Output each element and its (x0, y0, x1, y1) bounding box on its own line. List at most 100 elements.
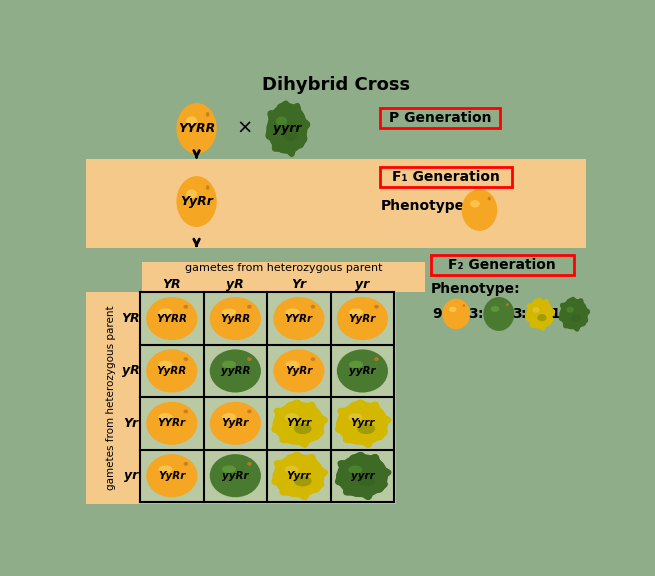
Text: yyRr: yyRr (222, 471, 249, 481)
Ellipse shape (337, 454, 388, 497)
Ellipse shape (222, 361, 236, 368)
Ellipse shape (273, 402, 324, 445)
Ellipse shape (146, 350, 197, 392)
Ellipse shape (247, 462, 252, 466)
Ellipse shape (571, 314, 581, 321)
Text: YyRR: YyRR (220, 313, 250, 324)
Text: gametes from heterozygous parent: gametes from heterozygous parent (106, 306, 117, 490)
Ellipse shape (442, 298, 470, 329)
Text: Yr: Yr (123, 417, 138, 430)
Ellipse shape (449, 306, 457, 312)
Text: YYRr: YYRr (158, 418, 186, 429)
Text: 1: 1 (550, 307, 560, 321)
Ellipse shape (159, 413, 172, 420)
Ellipse shape (286, 308, 299, 316)
Ellipse shape (222, 308, 236, 316)
Ellipse shape (358, 423, 375, 434)
Ellipse shape (273, 350, 324, 392)
Ellipse shape (222, 465, 236, 473)
Text: YYRR: YYRR (178, 122, 215, 135)
Text: F₂ Generation: F₂ Generation (449, 259, 556, 272)
Text: yyrr: yyrr (350, 471, 374, 481)
Polygon shape (272, 400, 328, 447)
Text: Dihybrid Cross: Dihybrid Cross (261, 76, 410, 94)
Text: yR: yR (122, 365, 140, 377)
Ellipse shape (337, 402, 388, 445)
Ellipse shape (206, 112, 210, 117)
Text: :: : (521, 307, 527, 321)
Ellipse shape (567, 307, 574, 313)
Ellipse shape (310, 357, 315, 361)
Text: YyRr: YyRr (348, 313, 376, 324)
Ellipse shape (273, 297, 324, 340)
Ellipse shape (247, 410, 252, 414)
Text: yr: yr (124, 469, 138, 482)
Ellipse shape (285, 465, 299, 473)
Ellipse shape (537, 314, 546, 321)
Text: YYRr: YYRr (285, 313, 313, 324)
Text: P Generation: P Generation (389, 111, 491, 124)
Polygon shape (336, 400, 391, 447)
Ellipse shape (286, 361, 299, 368)
Ellipse shape (210, 350, 261, 392)
Polygon shape (526, 298, 555, 330)
Ellipse shape (470, 200, 480, 207)
Ellipse shape (183, 305, 188, 309)
Ellipse shape (247, 305, 252, 309)
Text: YyRr: YyRr (158, 471, 185, 481)
Ellipse shape (462, 304, 465, 307)
Ellipse shape (183, 357, 188, 361)
Ellipse shape (183, 462, 188, 466)
Bar (430, 256, 574, 275)
Ellipse shape (337, 350, 388, 392)
Polygon shape (336, 453, 391, 499)
Text: gametes from heterozygous parent: gametes from heterozygous parent (185, 263, 382, 273)
Ellipse shape (186, 116, 197, 125)
Ellipse shape (247, 357, 252, 361)
Ellipse shape (337, 297, 388, 340)
Ellipse shape (483, 297, 514, 331)
Ellipse shape (506, 303, 509, 306)
Text: YR: YR (121, 312, 140, 325)
Ellipse shape (222, 413, 236, 420)
Text: F₁ Generation: F₁ Generation (392, 170, 500, 184)
Bar (142, 262, 425, 293)
Text: 3: 3 (468, 307, 478, 321)
Ellipse shape (374, 305, 379, 309)
Ellipse shape (533, 307, 540, 313)
Text: Yyrr: Yyrr (350, 418, 375, 429)
Text: Yr: Yr (291, 278, 307, 291)
Ellipse shape (283, 128, 297, 141)
Ellipse shape (527, 300, 553, 329)
Ellipse shape (273, 454, 324, 497)
Bar (86, 293, 140, 504)
Text: YyRr: YyRr (221, 418, 249, 429)
Ellipse shape (159, 361, 172, 368)
Ellipse shape (374, 357, 379, 361)
Text: yyrr: yyrr (273, 122, 301, 135)
Text: Yyrr: Yyrr (287, 471, 311, 481)
Ellipse shape (159, 308, 172, 316)
Ellipse shape (293, 423, 312, 434)
Bar (86, 248, 586, 509)
Ellipse shape (560, 298, 588, 329)
Text: yR: yR (227, 278, 244, 291)
Text: :: : (477, 307, 483, 321)
Ellipse shape (348, 465, 362, 473)
Ellipse shape (358, 476, 375, 487)
Text: yyRr: yyRr (349, 366, 376, 376)
Bar (86, 73, 586, 97)
Polygon shape (266, 101, 310, 156)
Ellipse shape (176, 176, 217, 227)
Ellipse shape (462, 190, 497, 231)
Ellipse shape (146, 402, 197, 445)
Text: YR: YR (162, 278, 181, 291)
Bar (140, 293, 396, 504)
Ellipse shape (206, 185, 210, 190)
Ellipse shape (310, 305, 315, 309)
Polygon shape (272, 453, 328, 499)
Text: ×: × (236, 119, 253, 138)
Text: Phenotype:: Phenotype: (430, 282, 520, 296)
Text: 3: 3 (512, 307, 521, 321)
Ellipse shape (186, 190, 197, 198)
